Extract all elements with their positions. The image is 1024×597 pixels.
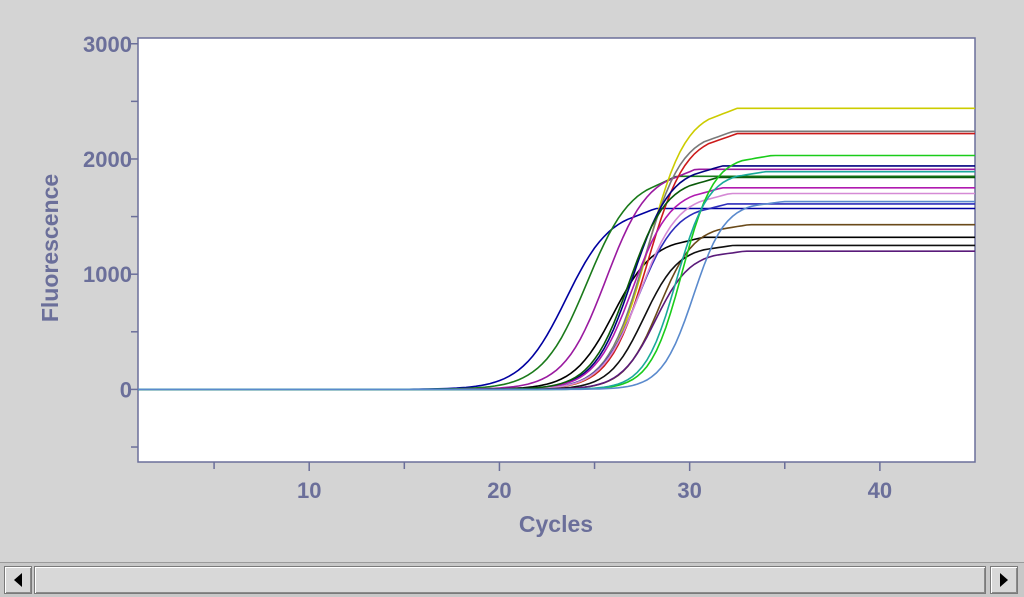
series-layer	[138, 107, 975, 391]
x-tick-label: 20	[487, 478, 511, 503]
y-tick-label: 3000	[83, 32, 132, 57]
x-tick-label: 40	[868, 478, 892, 503]
scroll-left-button[interactable]	[4, 566, 32, 594]
arrow-left-icon	[14, 573, 22, 587]
axis-layer: 10 20 30 40 0 1000 2000 3000	[83, 32, 892, 503]
series-line-18	[138, 200, 975, 391]
x-tick-label: 30	[677, 478, 701, 503]
horizontal-scrollbar[interactable]	[0, 562, 1024, 597]
plot-area	[137, 37, 976, 463]
y-axis-title: Fluorescence	[37, 174, 63, 322]
scrollbar-thumb[interactable]	[34, 566, 986, 594]
y-tick-label: 2000	[83, 147, 132, 172]
scroll-right-button[interactable]	[990, 566, 1018, 594]
x-tick-label: 10	[297, 478, 321, 503]
y-tick-label: 1000	[83, 262, 132, 287]
y-tick-label: 0	[120, 377, 132, 402]
fluorescence-chart: 10 20 30 40 0 1000 2000 3000 Cycles Fluorescenc…	[37, 32, 976, 537]
x-axis-title: Cycles	[519, 511, 593, 537]
arrow-right-icon	[1000, 573, 1008, 587]
